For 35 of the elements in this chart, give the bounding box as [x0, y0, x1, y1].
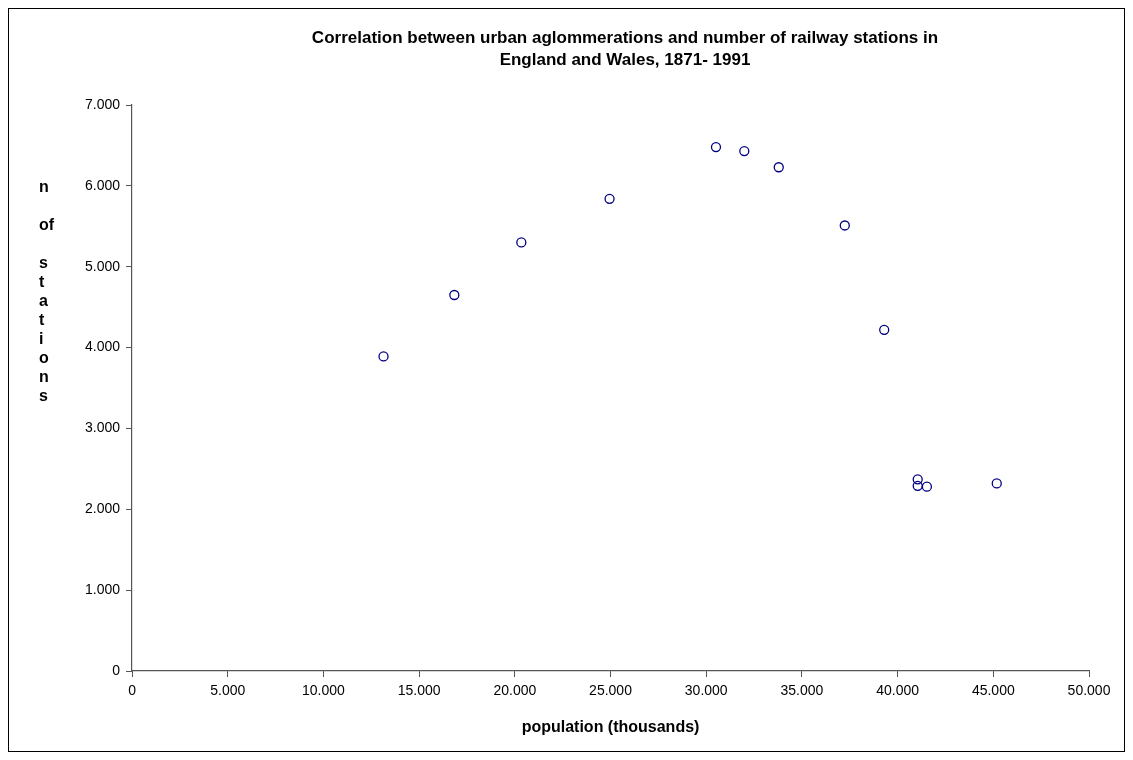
point — [739, 145, 750, 157]
x-tick-label: 0 — [128, 682, 137, 699]
x-axis-title: population (thousands) — [521, 717, 700, 735]
y-tick-label: 2.000 — [84, 500, 121, 517]
point — [378, 351, 389, 362]
point — [912, 474, 923, 485]
text: n of stations — [39, 178, 55, 404]
y-tick-label: 3.000 — [84, 419, 121, 436]
point — [912, 480, 923, 491]
x-tick-label: 35.000 — [780, 682, 824, 699]
y-tick-label: 4.000 — [84, 338, 121, 355]
point — [710, 141, 722, 153]
point — [449, 289, 460, 301]
point — [516, 237, 527, 248]
x-tick-label: 20.000 — [493, 682, 537, 699]
y-tick-label: 5.000 — [84, 257, 121, 274]
y-tick-label: 6.000 — [84, 176, 121, 193]
y-tick-label: 7.000 — [84, 95, 121, 112]
point — [773, 162, 784, 173]
x-tick-label: 30.000 — [684, 682, 728, 699]
point — [879, 324, 890, 335]
point — [991, 478, 1002, 489]
y-tick-label: 0 — [112, 661, 121, 678]
chart-title: Correlation between urban aglommerations and number of railway stations in England and Wales, 1871- 1991 — [310, 27, 940, 71]
x-tick-label: 45.000 — [971, 682, 1015, 699]
point — [604, 193, 615, 204]
x-tick-label: 40.000 — [876, 682, 920, 699]
point — [921, 481, 933, 492]
x-tick-label: 10.000 — [302, 682, 346, 699]
x-tick-label: 50.000 — [1067, 682, 1111, 699]
x-tick-label: 25.000 — [589, 682, 633, 699]
x-tick-label: 15.000 — [397, 682, 441, 699]
x-tick-label: 5.000 — [210, 682, 246, 699]
y-tick-label: 1.000 — [84, 581, 121, 597]
point — [839, 220, 850, 231]
